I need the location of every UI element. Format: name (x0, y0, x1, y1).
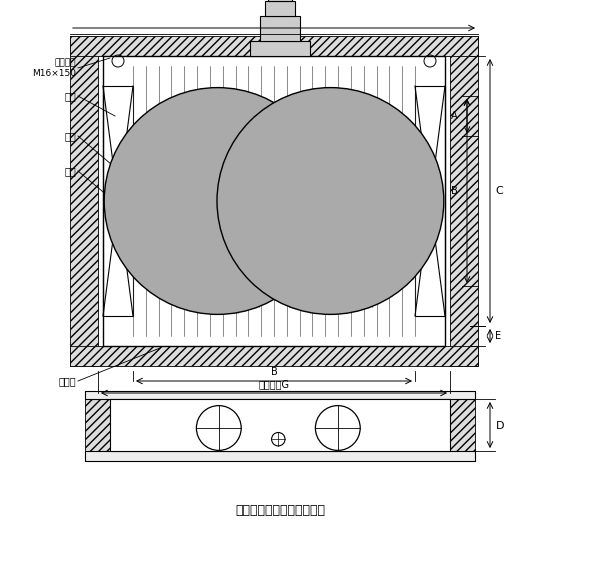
Bar (268, 0, 292, 1)
Bar (450, 36, 478, 366)
Text: 膨胀螺栓
M16×150: 膨胀螺栓 M16×150 (32, 58, 76, 78)
Text: 双鼓粉碎型格栅安装示意图: 双鼓粉碎型格栅安装示意图 (235, 504, 325, 517)
Bar (85, 391, 475, 399)
Text: B: B (451, 186, 458, 196)
Bar (260, 16, 300, 41)
Text: D: D (496, 421, 505, 431)
Bar (110, 399, 450, 451)
Bar (70, 346, 478, 366)
Circle shape (104, 88, 331, 314)
Bar (450, 391, 475, 461)
Text: 格栅: 格栅 (64, 91, 76, 101)
Bar (415, 86, 445, 316)
Text: E: E (495, 331, 501, 341)
Text: C: C (495, 186, 503, 196)
Text: A: A (451, 111, 458, 121)
Circle shape (217, 88, 444, 314)
Bar (103, 86, 133, 316)
Text: 渠道宽度G: 渠道宽度G (259, 379, 290, 389)
Bar (103, 56, 445, 346)
Text: B: B (271, 367, 277, 377)
Bar (85, 391, 110, 461)
Text: 转鼓: 转鼓 (64, 131, 76, 141)
Bar (70, 36, 478, 56)
Text: 导轨: 导轨 (64, 166, 76, 176)
Bar (70, 36, 98, 366)
Bar (250, 41, 310, 56)
Bar (265, 1, 295, 16)
Bar (85, 451, 475, 461)
Text: 栏污棚: 栏污棚 (58, 376, 76, 386)
